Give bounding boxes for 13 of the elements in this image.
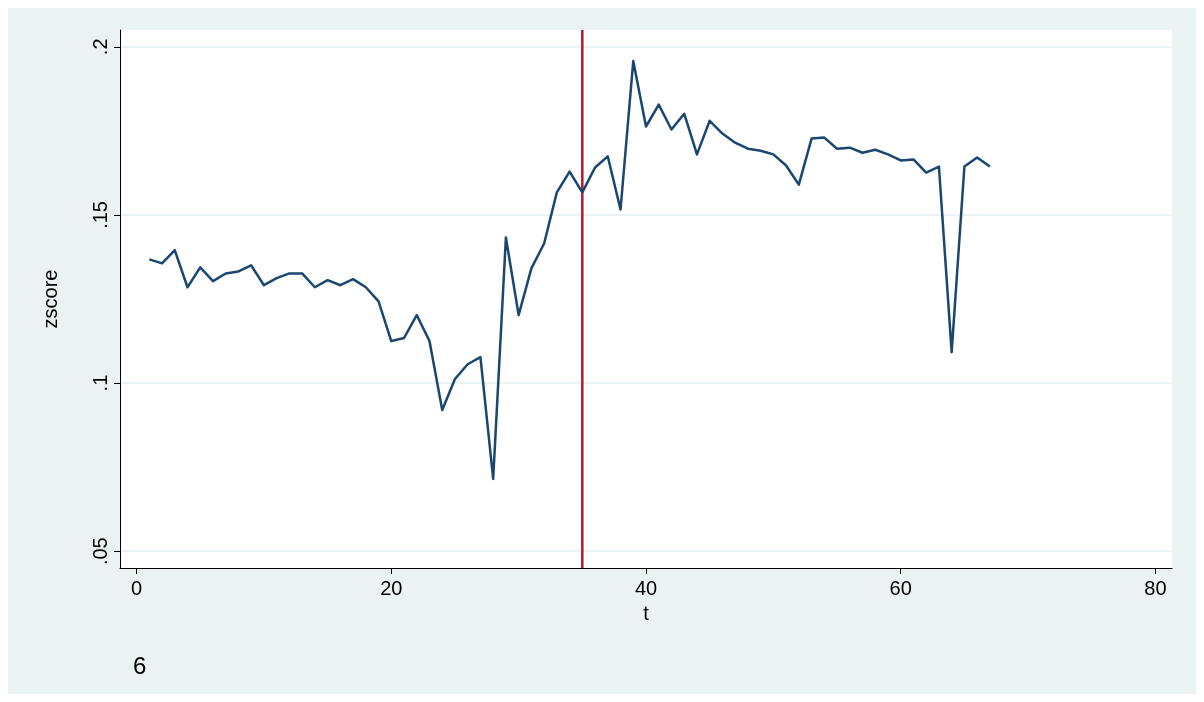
x-tick-label: 0 (130, 577, 143, 599)
line-series (148, 59, 992, 481)
x-axis-title: t (643, 601, 650, 624)
y-tick-label: .2 (89, 38, 111, 56)
x-tick-label: 60 (889, 577, 912, 599)
y-tick-label: .1 (89, 374, 111, 392)
y-tick-label: .05 (89, 537, 111, 566)
x-tick-label: 40 (634, 577, 658, 599)
y-axis-title: zscore (39, 269, 61, 329)
text: 6 (133, 651, 147, 679)
x-tick-label: 80 (1144, 577, 1167, 599)
y-tick-label: .15 (89, 201, 111, 229)
x-tick-label: 20 (380, 577, 403, 599)
